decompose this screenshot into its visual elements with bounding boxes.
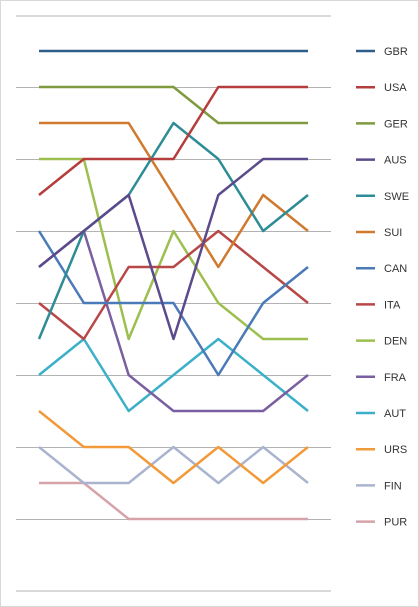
series-line-fra (38, 229, 309, 413)
legend-item-fra: FRA (356, 372, 407, 384)
series-line-urs (38, 410, 309, 485)
legend-label: GBR (384, 46, 408, 58)
legend-label: ITA (384, 299, 401, 311)
series-line-den (39, 157, 308, 341)
legend-item-usa: USA (356, 82, 407, 94)
legend-item-urs: URS (356, 444, 407, 456)
series-line-usa (38, 85, 308, 196)
legend-label: URS (384, 444, 407, 456)
series-line-aus (38, 157, 308, 341)
legend-item-aut: AUT (356, 408, 406, 420)
legend-label: FRA (384, 372, 407, 384)
legend-label: CAN (384, 263, 407, 275)
series-line-sui (39, 121, 309, 269)
series-line-aut (38, 337, 309, 413)
legend-item-ita: ITA (356, 299, 401, 311)
legend-label: AUS (384, 155, 407, 167)
legend-label: GER (384, 118, 408, 130)
legend-label: SUI (384, 227, 402, 239)
legend-item-ger: GER (356, 118, 408, 130)
legend-item-sui: SUI (356, 227, 402, 239)
series-line-can (37, 230, 309, 377)
legend-label: PUR (384, 517, 407, 529)
legend-item-aus: AUS (356, 155, 407, 167)
legend-item-gbr: GBR (356, 46, 408, 58)
legend: GBR USA GER AUS SWE SUI CAN ITA DEN FRA AUT URS FIN P… (356, 46, 409, 529)
series-line-pur (39, 481, 308, 521)
legend-item-den: DEN (356, 336, 407, 348)
legend-item-fin: FIN (356, 480, 402, 492)
legend-item-swe: SWE (356, 191, 409, 203)
series-line-ita (38, 229, 309, 341)
legend-label: FIN (384, 480, 402, 492)
legend-label: AUT (384, 408, 406, 420)
series-line-ger (39, 85, 308, 125)
legend-label: USA (384, 82, 407, 94)
legend-item-can: CAN (356, 263, 407, 275)
legend-item-pur: PUR (356, 517, 407, 529)
series-lines (37, 49, 309, 521)
series-line-fin (38, 445, 309, 485)
legend-label: DEN (384, 336, 407, 348)
legend-label: SWE (384, 191, 409, 203)
